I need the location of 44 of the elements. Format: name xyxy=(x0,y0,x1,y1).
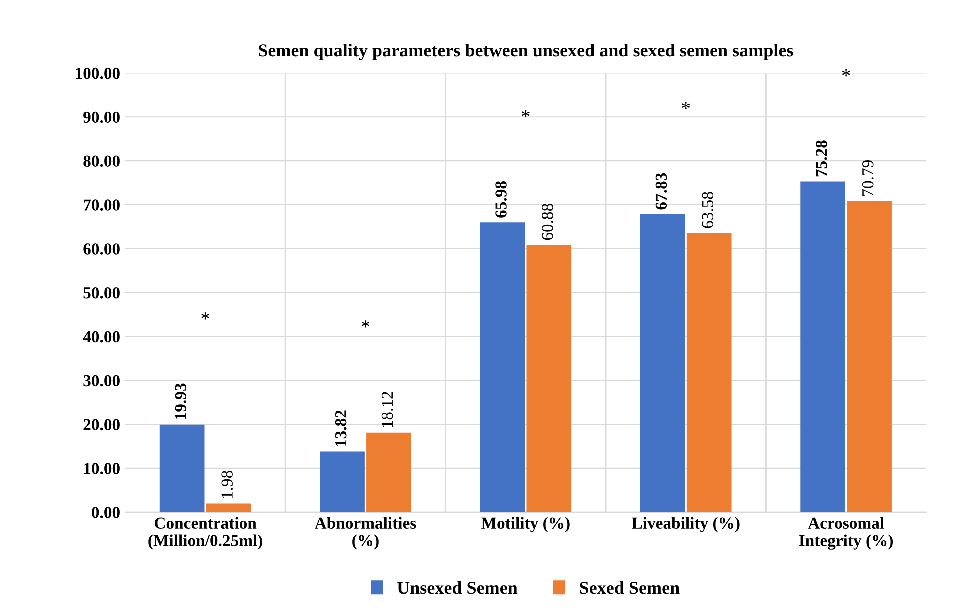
bar xyxy=(206,504,252,512)
y-tick-label: 20.00 xyxy=(84,419,120,431)
y-tick-label: 30.00 xyxy=(84,375,120,387)
annotation: * xyxy=(522,110,530,118)
data-label: 13.82 xyxy=(335,410,347,446)
bar xyxy=(320,452,365,512)
data-label: 67.83 xyxy=(656,173,668,210)
y-tick-label: 90.00 xyxy=(84,112,120,124)
annotation: * xyxy=(362,320,370,328)
data-label: 1.98 xyxy=(222,471,234,498)
y-tick-label: 100.00 xyxy=(76,68,120,80)
x-tick-label: Acrosomal Integrity (%) xyxy=(799,517,894,550)
annotation: * xyxy=(842,70,850,77)
y-tick-label: 70.00 xyxy=(84,200,120,211)
y-tick-label: 0.00 xyxy=(92,507,120,518)
chart-title: Semen quality parameters between unsexed and sexed semen samples xyxy=(259,44,794,60)
x-tick-label: Motility (%) xyxy=(482,517,570,532)
annotation: * xyxy=(682,102,690,110)
y-tick-label: 50.00 xyxy=(84,288,120,299)
data-label: 19.93 xyxy=(175,384,187,420)
bar xyxy=(366,432,412,512)
bar xyxy=(526,245,572,512)
legend-label: Sexed Semen xyxy=(580,581,680,594)
bar xyxy=(480,222,526,512)
bar xyxy=(800,182,846,512)
x-tick-label: Concentration (Million/0.25ml) xyxy=(148,517,262,550)
y-tick-label: 10.00 xyxy=(84,463,120,474)
y-tick-label: 80.00 xyxy=(84,156,120,168)
y-tick-label: 40.00 xyxy=(83,331,120,343)
data-label: 60.88 xyxy=(542,204,554,240)
legend-label: Unsexed Semen xyxy=(397,581,518,594)
x-tick-label: Abnormalities (%) xyxy=(314,517,416,550)
bar xyxy=(847,201,892,512)
data-label: 63.58 xyxy=(702,192,714,228)
annotation: * xyxy=(202,312,210,320)
data-label: 75.28 xyxy=(816,140,828,177)
bar xyxy=(686,233,732,512)
bar xyxy=(160,424,205,512)
y-tick-label: 60.00 xyxy=(84,244,120,255)
data-label: 70.79 xyxy=(862,160,874,196)
data-label: 18.12 xyxy=(382,392,394,428)
data-label: 65.98 xyxy=(496,182,507,218)
x-tick-label: Liveability (%) xyxy=(632,517,740,532)
bar xyxy=(640,214,686,512)
